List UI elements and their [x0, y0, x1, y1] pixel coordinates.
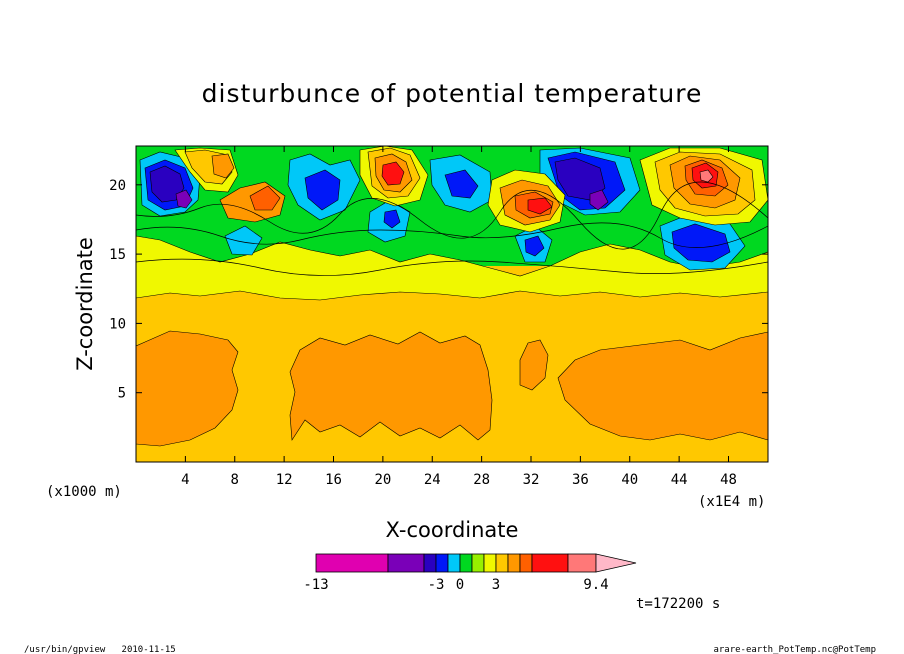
x-tick-label: 36 — [572, 472, 589, 488]
cell-darkorange-topleft — [211, 153, 235, 179]
y-tick-label: 15 — [109, 247, 126, 263]
x-tick-label: 24 — [424, 472, 441, 488]
x-tick-label: 20 — [374, 472, 391, 488]
colorbar-segment — [315, 553, 389, 573]
y-axis: 5 10 15 20 — [109, 178, 768, 402]
x-tick-label: 32 — [523, 472, 540, 488]
y-axis-label: Z-coordinate — [73, 237, 97, 371]
time-label: t=172200 s — [636, 596, 720, 612]
y-tick-label: 5 — [118, 386, 126, 402]
colorbar-tick-label: -13 — [303, 577, 328, 593]
x-axis-label: X-coordinate — [386, 518, 519, 542]
field-lower-blob-right — [557, 331, 768, 441]
cell-blue-lower-mid — [524, 235, 545, 257]
x-unit-note: (x1E4 m) — [698, 494, 765, 510]
x-tick-label: 4 — [181, 472, 189, 488]
colorbar-tick-label: -3 — [428, 577, 445, 593]
colorbar-segment — [387, 553, 425, 573]
plot-frame — [135, 145, 769, 463]
colorbar-segment — [435, 553, 449, 573]
colorbar-segment — [423, 553, 437, 573]
x-tick-label: 28 — [473, 472, 490, 488]
field-lower-blob-left — [136, 330, 239, 447]
colorbar — [315, 553, 637, 573]
contour-lines — [136, 181, 768, 276]
cell-orange2-leftmid — [249, 185, 281, 211]
cell-redcore-mid — [527, 197, 553, 215]
upper-cells — [139, 146, 768, 271]
colorbar-extend-arrow — [595, 553, 637, 573]
colorbar-segment — [495, 553, 509, 573]
x-tick-label: 48 — [720, 472, 737, 488]
cell-blue-farright — [671, 223, 731, 263]
chart-title: disturbunce of potential temperature — [202, 79, 703, 108]
colorbar-segment — [483, 553, 497, 573]
cell-violet-right — [589, 189, 609, 211]
colorbar-tick-label: 3 — [492, 577, 500, 593]
colorbar-segment — [531, 553, 569, 573]
contour-line-1 — [136, 258, 768, 276]
footer-right: arare-earth_PotTemp.nc@PotTemp — [713, 645, 876, 654]
x-axis: 4 8 12 16 20 24 28 32 36 40 44 48 — [181, 146, 737, 488]
colorbar-ticks: -13 -3 0 3 9.4 — [303, 577, 608, 593]
y-tick-label: 10 — [109, 316, 126, 332]
x-tick-label: 8 — [231, 472, 239, 488]
contour-line-3 — [136, 181, 768, 250]
field-lower-blob-mid — [519, 339, 549, 391]
colorbar-segment — [459, 553, 473, 573]
x-tick-label: 12 — [276, 472, 293, 488]
field-lower-blob-center — [289, 331, 493, 441]
colorbar-tick-label: 9.4 — [583, 577, 608, 593]
cell-violet-left — [175, 189, 193, 209]
cell-blue-mid — [383, 209, 401, 229]
y-unit-note: (x1000 m) — [46, 484, 122, 500]
contour-line-2 — [136, 222, 768, 248]
contour-field — [136, 146, 768, 462]
colorbar-segment — [471, 553, 485, 573]
cell-pink-right — [699, 169, 714, 183]
cell-blue-right-center — [444, 169, 479, 199]
colorbar-tick-label: 0 — [456, 577, 464, 593]
footer-left: /usr/bin/gpview 2010-11-15 — [24, 645, 176, 654]
colorbar-segment — [519, 553, 533, 573]
cell-red-center — [381, 161, 405, 186]
colorbar-segment — [447, 553, 461, 573]
cell-blue-center — [304, 169, 341, 211]
y-tick-label: 20 — [109, 178, 126, 194]
x-tick-label: 44 — [671, 472, 688, 488]
colorbar-segment — [567, 553, 597, 573]
cell-cyan-lower-left — [224, 225, 263, 256]
x-tick-label: 16 — [325, 472, 342, 488]
colorbar-segment — [507, 553, 521, 573]
x-tick-label: 40 — [621, 472, 638, 488]
